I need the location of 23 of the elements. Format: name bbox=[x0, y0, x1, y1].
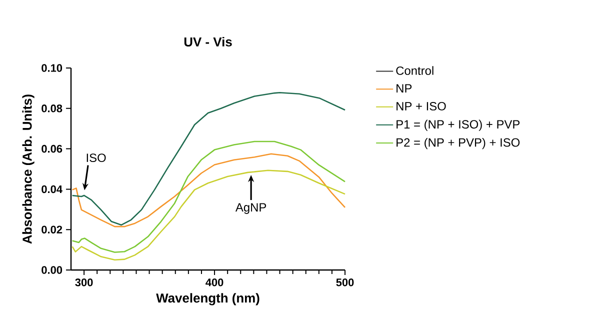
y-tick-label: 0.10 bbox=[42, 64, 62, 72]
y-tick-label: 0.06 bbox=[42, 144, 62, 153]
x-tick-label: 400 bbox=[206, 278, 224, 286]
y-tick-label: 0.02 bbox=[42, 226, 62, 234]
y-axis-title: Absorbance (Arb. Units) bbox=[22, 94, 34, 244]
line-series bbox=[72, 153, 346, 228]
line-series bbox=[72, 140, 346, 253]
annotation: ISO bbox=[86, 154, 106, 162]
legend-label: P2 = (NP + PVP) + ISO bbox=[396, 138, 520, 150]
line-series bbox=[72, 92, 346, 226]
y-tick-label: 0.08 bbox=[42, 104, 62, 112]
legend-label: NP + ISO bbox=[396, 102, 446, 110]
legend-label: Control bbox=[396, 66, 434, 75]
chart-title: UV - Vis bbox=[184, 36, 232, 46]
x-tick-label: 500 bbox=[336, 278, 354, 286]
line-series bbox=[72, 170, 346, 261]
y-tick-label: 0.04 bbox=[42, 185, 62, 194]
legend-label: P1 = (NP + ISO) + PVP bbox=[396, 120, 520, 131]
legend-label: NP bbox=[396, 84, 412, 92]
x-axis-title: Wavelength (nm) bbox=[156, 293, 260, 306]
y-tick-label: 0.00 bbox=[42, 266, 62, 274]
annotation: AgNP bbox=[235, 203, 266, 214]
x-tick-label: 300 bbox=[75, 278, 93, 286]
